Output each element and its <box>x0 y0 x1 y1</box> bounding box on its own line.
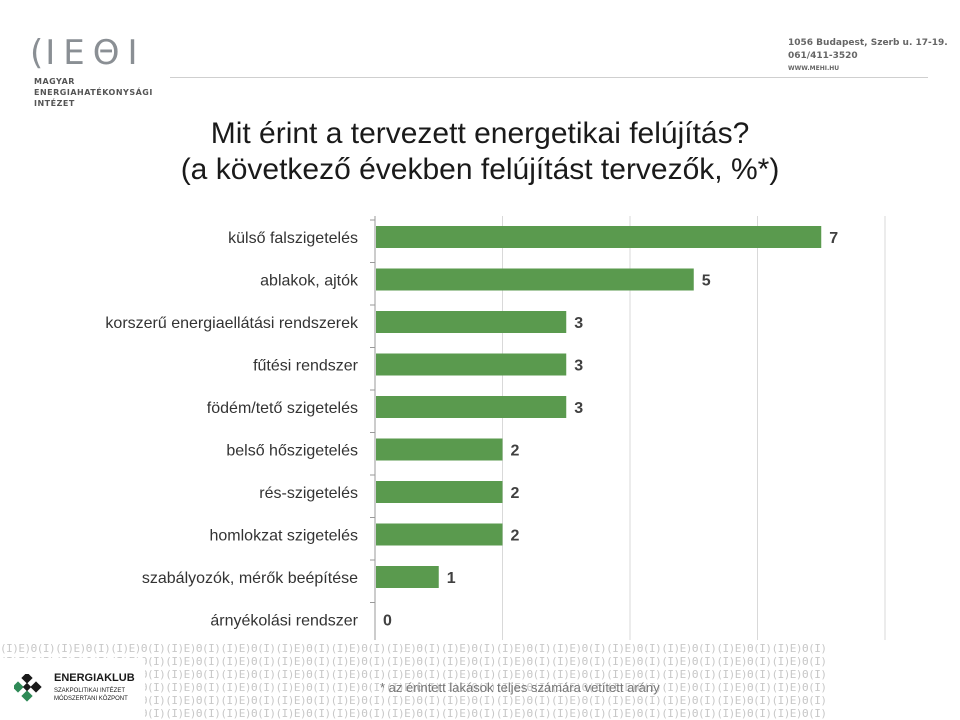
category-label: belső hőszigetelés <box>226 443 358 460</box>
bar <box>376 396 567 418</box>
org-line-2: ENERGIAHATÉKONYSÁGI <box>34 88 153 97</box>
category-label: korszerű energiaellátási rendszerek <box>105 315 359 332</box>
bar <box>376 438 503 461</box>
bar <box>376 226 822 248</box>
bar <box>376 353 567 376</box>
header-divider <box>170 77 928 78</box>
footer-pattern: (I)E)Θ(I)(I)E)Θ(I)(I)E)Θ(I)(I)E)Θ(I)(I)E… <box>0 642 960 720</box>
energiaklub-title: ENERGIAKLUB <box>54 672 135 684</box>
org-line-3: INTÉZET <box>34 99 75 108</box>
category-label: homlokzat szigetelés <box>209 528 358 545</box>
bar <box>376 311 567 333</box>
data-label: 3 <box>574 315 583 332</box>
category-label: födém/tető szigetelés <box>207 400 358 417</box>
pattern-row: (I)E)Θ(I)(I)E)Θ(I)(I)E)Θ(I)(I)E)Θ(I)(I)E… <box>0 642 827 655</box>
contact-block: 1056 Budapest, Szerb u. 17-19. 061/411-3… <box>788 37 948 75</box>
pattern-row: (I)E)Θ(I)(I)E)Θ(I)(I)E)Θ(I)(I)E)Θ(I)(I)E… <box>0 707 827 720</box>
data-label: 1 <box>447 570 456 587</box>
data-label: 2 <box>511 443 520 460</box>
data-label: 0 <box>383 613 392 630</box>
data-label: 3 <box>574 400 583 417</box>
category-label: fűtési rendszer <box>253 358 359 375</box>
pattern-row: (I)E)Θ(I)(I)E)Θ(I)(I)E)Θ(I)(I)E)Θ(I)(I)E… <box>0 655 827 668</box>
pattern-row: (I)E)Θ(I)(I)E)Θ(I)(I)E)Θ(I)(I)E)Θ(I)(I)E… <box>0 681 827 694</box>
footnote: * az érintett lakások teljes számára vet… <box>380 680 660 695</box>
org-name: MAGYAR ENERGIAHATÉKONYSÁGI INTÉZET <box>34 76 153 109</box>
data-label: 5 <box>702 273 711 290</box>
energiaklub-mark-icon <box>14 674 42 702</box>
category-label: külső falszigetelés <box>228 230 358 247</box>
bar <box>376 566 439 588</box>
bar <box>376 268 694 291</box>
category-label: rés-szigetelés <box>259 485 358 502</box>
y-axis-ticks <box>370 219 375 646</box>
contact-web: WWW.MEHI.HU <box>788 65 840 72</box>
logo-letter-4: I <box>127 33 140 73</box>
logo-letter-1: (I <box>30 33 58 73</box>
category-label: ablakok, ajtók <box>260 273 359 290</box>
contact-phone: 061/411-3520 <box>788 51 858 61</box>
title-line-1: Mit érint a tervezett energetikai felújí… <box>210 117 750 150</box>
energiaklub-sub-1: SZAKPOLITIKAI INTÉZET <box>54 688 126 694</box>
energiaklub-logo: ENERGIAKLUB SZAKPOLITIKAI INTÉZET MÓDSZE… <box>0 658 145 720</box>
contact-address: 1056 Budapest, Szerb u. 17-19. <box>788 38 948 48</box>
org-line-1: MAGYAR <box>34 77 75 86</box>
mehi-logo: (I E Θ I <box>30 36 140 70</box>
logo-letter-2: E <box>63 33 87 73</box>
energiaklub-subtitle: SZAKPOLITIKAI INTÉZET MÓDSZERTANI KÖZPON… <box>54 687 128 703</box>
pattern-row: (I)E)Θ(I)(I)E)Θ(I)(I)E)Θ(I)(I)E)Θ(I)(I)E… <box>0 694 827 707</box>
bar <box>376 523 503 546</box>
energiaklub-sub-2: MÓDSZERTANI KÖZPONT <box>54 696 128 702</box>
pattern-row: (I)E)Θ(I)(I)E)Θ(I)(I)E)Θ(I)(I)E)Θ(I)(I)E… <box>0 668 827 681</box>
data-label: 3 <box>574 358 583 375</box>
bar <box>376 481 503 503</box>
data-label: 2 <box>511 528 520 545</box>
category-label: szabályozók, mérők beépítése <box>142 570 358 587</box>
category-label: árnyékolási rendszer <box>210 613 358 630</box>
logo-letter-3: Θ <box>92 33 122 73</box>
data-label: 7 <box>829 230 838 247</box>
slide-title: Mit érint a tervezett energetikai felújí… <box>0 116 960 188</box>
title-line-2: (a következő években felújítást tervezők… <box>180 153 780 186</box>
data-label: 2 <box>511 485 520 502</box>
